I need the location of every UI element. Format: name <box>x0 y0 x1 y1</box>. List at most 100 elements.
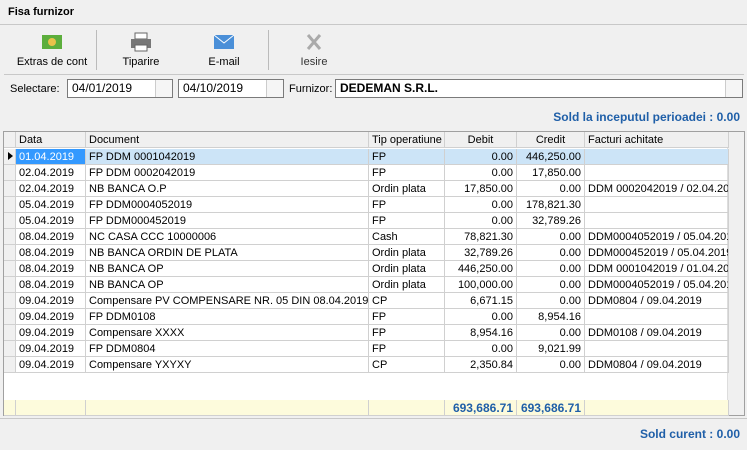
table-cell[interactable]: DDM0004052019 / 05.04.201 <box>585 229 729 245</box>
table-cell[interactable]: NC CASA CCC 10000006 <box>86 229 369 245</box>
table-cell[interactable]: 05.04.2019 <box>16 213 86 229</box>
table-cell[interactable]: 0.00 <box>517 325 585 341</box>
table-cell[interactable]: NB BANCA OP <box>86 261 369 277</box>
table-cell[interactable]: 8,954.16 <box>445 325 517 341</box>
print-button[interactable]: Tiparire <box>99 32 183 68</box>
table-cell[interactable]: FP <box>369 197 445 213</box>
table-cell[interactable]: FP DDM0108 <box>86 309 369 325</box>
table-cell[interactable]: 02.04.2019 <box>16 181 86 197</box>
table-cell[interactable]: DDM000452019 / 05.04.2019 <box>585 245 729 261</box>
date-text: 04/10/2019 <box>183 81 244 95</box>
table-cell[interactable]: 6,671.15 <box>445 293 517 309</box>
table-cell[interactable]: Compensare XXXX <box>86 325 369 341</box>
table-cell[interactable]: NB BANCA ORDIN DE PLATA <box>86 245 369 261</box>
table-cell[interactable]: Ordin plata <box>369 181 445 197</box>
table-cell[interactable]: 17,850.00 <box>517 165 585 181</box>
table-cell[interactable]: 08.04.2019 <box>16 261 86 277</box>
table-cell[interactable]: 09.04.2019 <box>16 293 86 309</box>
table-cell[interactable]: 0.00 <box>445 309 517 325</box>
table-cell[interactable] <box>585 341 729 357</box>
table-cell[interactable]: 2,350.84 <box>445 357 517 373</box>
scrollbar[interactable] <box>727 132 744 415</box>
row-indicator <box>4 181 16 197</box>
table-cell[interactable]: 0.00 <box>445 149 517 165</box>
table-cell[interactable]: 0.00 <box>517 261 585 277</box>
table-cell[interactable]: DDM 0001042019 / 01.04.20 <box>585 261 729 277</box>
row-indicator <box>4 261 16 277</box>
table-cell[interactable]: 0.00 <box>517 357 585 373</box>
table-cell[interactable]: 0.00 <box>445 197 517 213</box>
table-cell[interactable] <box>585 197 729 213</box>
table-cell[interactable]: Ordin plata <box>369 261 445 277</box>
table-cell[interactable]: DDM0804 / 09.04.2019 <box>585 357 729 373</box>
table-cell[interactable]: 08.04.2019 <box>16 245 86 261</box>
table-cell[interactable]: 32,789.26 <box>445 245 517 261</box>
table-cell[interactable]: FP DDM 0002042019 <box>86 165 369 181</box>
table-cell[interactable]: 09.04.2019 <box>16 309 86 325</box>
table-cell[interactable]: 17,850.00 <box>445 181 517 197</box>
table-cell[interactable]: FP DDM 0001042019 <box>86 149 369 165</box>
table-cell[interactable]: 0.00 <box>445 341 517 357</box>
table-cell[interactable]: 09.04.2019 <box>16 341 86 357</box>
button-label: Tiparire <box>122 56 160 68</box>
table-cell[interactable]: NB BANCA OP <box>86 277 369 293</box>
table-cell[interactable]: NB BANCA O.P <box>86 181 369 197</box>
table-cell[interactable]: 0.00 <box>517 181 585 197</box>
table-cell[interactable]: 0.00 <box>445 165 517 181</box>
table-cell[interactable]: DDM 0002042019 / 02.04.20 <box>585 181 729 197</box>
statement-button[interactable]: Extras de cont <box>10 32 94 68</box>
table-cell[interactable]: 05.04.2019 <box>16 197 86 213</box>
table-cell[interactable]: FP <box>369 325 445 341</box>
table-cell[interactable]: 78,821.30 <box>445 229 517 245</box>
dropdown[interactable] <box>155 80 172 97</box>
table-cell[interactable]: 0.00 <box>517 277 585 293</box>
table-cell[interactable]: 100,000.00 <box>445 277 517 293</box>
table-cell[interactable]: 02.04.2019 <box>16 165 86 181</box>
table-cell[interactable]: 0.00 <box>445 213 517 229</box>
table-cell[interactable]: FP <box>369 165 445 181</box>
table-cell[interactable]: 0.00 <box>517 293 585 309</box>
supplier-select[interactable]: DEDEMAN S.R.L. <box>335 79 743 98</box>
table-cell[interactable]: Compensare YXYXY <box>86 357 369 373</box>
table-cell[interactable]: Ordin plata <box>369 245 445 261</box>
table-cell[interactable]: 09.04.2019 <box>16 325 86 341</box>
column-header: Document <box>86 132 369 148</box>
table-cell[interactable]: FP DDM000452019 <box>86 213 369 229</box>
table-cell[interactable]: Cash <box>369 229 445 245</box>
table-cell[interactable]: FP <box>369 309 445 325</box>
table-cell[interactable]: CP <box>369 293 445 309</box>
table-cell[interactable]: DDM0804 / 09.04.2019 <box>585 293 729 309</box>
table-cell[interactable]: FP DDM0004052019 <box>86 197 369 213</box>
table-cell[interactable]: 08.04.2019 <box>16 277 86 293</box>
table-cell[interactable]: Ordin plata <box>369 277 445 293</box>
table-cell[interactable]: 32,789.26 <box>517 213 585 229</box>
table-cell[interactable]: 08.04.2019 <box>16 229 86 245</box>
table-cell[interactable]: 178,821.30 <box>517 197 585 213</box>
dropdown[interactable] <box>266 80 283 97</box>
email-button[interactable]: E-mail <box>182 32 266 68</box>
table-cell[interactable]: 09.04.2019 <box>16 357 86 373</box>
table-cell[interactable] <box>585 309 729 325</box>
table-cell[interactable]: 8,954.16 <box>517 309 585 325</box>
table-cell[interactable]: Compensare PV COMPENSARE NR. 05 DIN 08.0… <box>86 293 369 309</box>
dropdown[interactable] <box>725 80 742 97</box>
table-cell[interactable]: CP <box>369 357 445 373</box>
date-from[interactable]: 04/01/2019 <box>67 79 173 98</box>
exit-button[interactable]: Iesire <box>272 32 356 68</box>
date-to[interactable]: 04/10/2019 <box>178 79 284 98</box>
table-cell[interactable]: FP <box>369 213 445 229</box>
table-cell[interactable]: FP <box>369 341 445 357</box>
table-cell[interactable]: FP <box>369 149 445 165</box>
table-cell[interactable]: DDM0004052019 / 05.04.201 <box>585 277 729 293</box>
table-cell[interactable]: DDM0108 / 09.04.2019 <box>585 325 729 341</box>
table-cell[interactable] <box>585 149 729 165</box>
table-cell[interactable]: 0.00 <box>517 245 585 261</box>
table-cell[interactable]: 9,021.99 <box>517 341 585 357</box>
table-cell[interactable]: 0.00 <box>517 229 585 245</box>
table-cell[interactable]: 01.04.2019 <box>16 149 86 165</box>
table-cell[interactable] <box>585 165 729 181</box>
table-cell[interactable]: FP DDM0804 <box>86 341 369 357</box>
table-cell[interactable]: 446,250.00 <box>517 149 585 165</box>
table-cell[interactable] <box>585 213 729 229</box>
table-cell[interactable]: 446,250.00 <box>445 261 517 277</box>
